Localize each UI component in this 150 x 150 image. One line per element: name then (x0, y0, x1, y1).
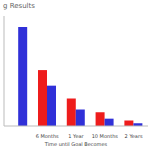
svg-text:2 Years: 2 Years (125, 133, 142, 139)
html-text:g Results: g Results (3, 2, 35, 10)
svg-text:6 Months: 6 Months (36, 133, 59, 139)
svg-text:10 Months: 10 Months (92, 133, 119, 139)
svg-text:1 Year: 1 Year (68, 133, 84, 139)
svg-text:Time until Goal Becomes: Time until Goal Becomes (44, 141, 108, 147)
